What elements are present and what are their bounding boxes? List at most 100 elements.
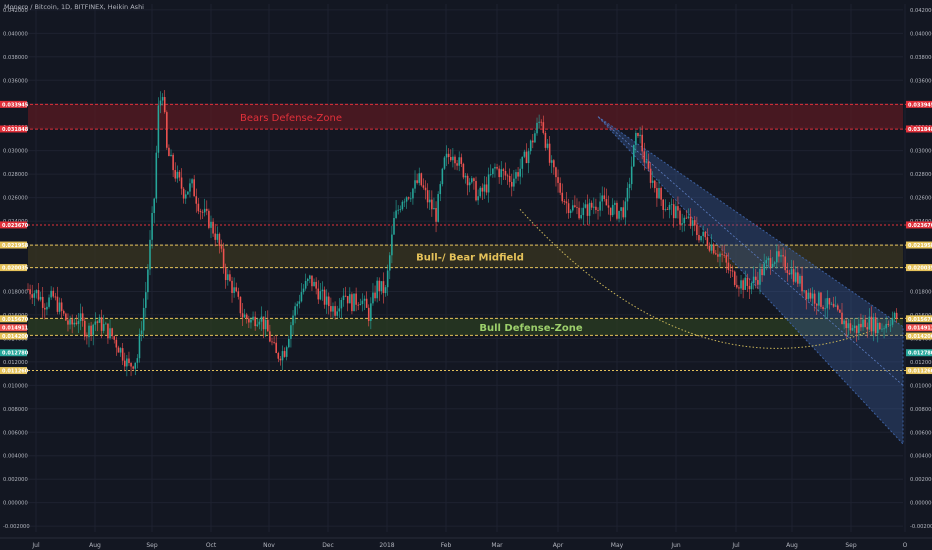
candle-body xyxy=(100,317,103,331)
zones-layer: Bears Defense-Zone Bull-/ Bear Midfield … xyxy=(0,103,932,336)
candle-body xyxy=(388,255,391,271)
candle-body xyxy=(855,325,858,333)
candle-body xyxy=(721,253,723,255)
candle-body xyxy=(88,325,90,338)
candle-body xyxy=(50,290,52,298)
candle-body xyxy=(818,292,820,306)
candle-body xyxy=(92,324,94,335)
candle-body xyxy=(54,296,57,298)
candle-body xyxy=(639,134,641,137)
candle-body xyxy=(222,248,225,268)
candle-body xyxy=(746,277,749,286)
candle-body xyxy=(515,172,517,179)
candle-body xyxy=(126,358,128,367)
candle-body xyxy=(260,316,263,322)
candle-body xyxy=(454,156,456,164)
candle-body xyxy=(357,304,360,306)
candle-body xyxy=(431,199,433,210)
candle-body xyxy=(58,302,61,312)
candle-body xyxy=(872,317,875,332)
candle-body xyxy=(304,280,307,289)
candle-body xyxy=(384,287,387,294)
candle-body xyxy=(832,303,835,307)
candle-body xyxy=(378,280,381,292)
candle-body xyxy=(353,293,355,312)
y-tick-label-right: 0.028000 xyxy=(910,172,932,178)
candle-body xyxy=(710,244,713,251)
candle-body xyxy=(264,320,267,330)
candle-body xyxy=(517,172,519,177)
candle-body xyxy=(391,234,393,256)
candle-body xyxy=(866,327,869,330)
candle-body xyxy=(763,263,765,276)
candle-body xyxy=(616,202,618,219)
candle-body xyxy=(321,289,324,292)
candle-body xyxy=(614,202,616,205)
candle-body xyxy=(464,175,467,178)
candle-body xyxy=(485,184,488,193)
candle-body xyxy=(197,203,200,212)
price-labels: 0.033945 0.033945 0.031848 0.031848 0.023670… xyxy=(0,100,932,375)
candle-body xyxy=(879,322,881,330)
candle-body xyxy=(256,324,259,327)
candle-body xyxy=(334,306,336,316)
candle-body xyxy=(662,199,665,210)
candle-body xyxy=(157,105,160,153)
candle-body xyxy=(582,207,585,216)
price-label-box xyxy=(906,332,932,340)
candle-body xyxy=(742,280,744,290)
price-label-box-left xyxy=(0,332,27,340)
candle-body xyxy=(571,205,574,211)
bull-zone-label: Bull Defense-Zone xyxy=(479,323,583,334)
y-tick-label-left: 0.040000 xyxy=(3,31,28,37)
candle-body xyxy=(309,275,311,279)
y-tick-label-left: 0.004000 xyxy=(3,454,28,460)
candle-body xyxy=(75,322,78,324)
candle-body xyxy=(77,321,80,324)
candle-body xyxy=(750,282,753,290)
candle-body xyxy=(748,285,751,290)
candle-body xyxy=(195,196,198,204)
candle-body xyxy=(481,187,484,192)
candle-body xyxy=(56,296,59,312)
candle-body xyxy=(340,300,343,309)
x-tick-label: O xyxy=(903,542,908,549)
price-label-text-left: 0.014911 xyxy=(2,326,29,332)
candle-body xyxy=(71,319,73,325)
candle-body xyxy=(452,156,454,161)
candle-body xyxy=(393,218,395,235)
candle-body xyxy=(885,323,887,329)
candle-body xyxy=(471,178,473,183)
candle-body xyxy=(887,323,890,326)
candle-body xyxy=(708,245,711,251)
candle-body xyxy=(327,296,330,307)
candle-body xyxy=(717,254,719,257)
candle-body xyxy=(250,319,252,323)
candle-body xyxy=(685,217,688,219)
candle-body xyxy=(365,298,368,308)
candle-body xyxy=(776,251,778,263)
channel-fill xyxy=(597,116,904,446)
candle-body xyxy=(132,366,134,369)
candle-body xyxy=(199,211,202,213)
y-tick-label-left: 0.030000 xyxy=(3,149,28,155)
candle-body xyxy=(841,312,843,325)
candle-body xyxy=(834,305,837,307)
candle-body xyxy=(483,184,486,192)
candle-body xyxy=(670,204,673,206)
candle-body xyxy=(178,171,181,178)
candle-body xyxy=(704,231,707,238)
x-tick-label: Apr xyxy=(553,542,564,549)
candle-body xyxy=(187,191,189,195)
y-tick-label-right: 0.042000 xyxy=(910,8,932,14)
candle-body xyxy=(611,204,614,216)
candle-body xyxy=(273,342,275,343)
candle-body xyxy=(809,292,812,299)
candle-body xyxy=(715,253,717,255)
candle-body xyxy=(346,296,349,304)
y-tick-label-left: 0.042000 xyxy=(3,8,28,14)
arc-line xyxy=(519,208,871,349)
candle-body xyxy=(883,328,885,330)
candle-body xyxy=(740,280,742,289)
candle-body xyxy=(778,251,780,257)
